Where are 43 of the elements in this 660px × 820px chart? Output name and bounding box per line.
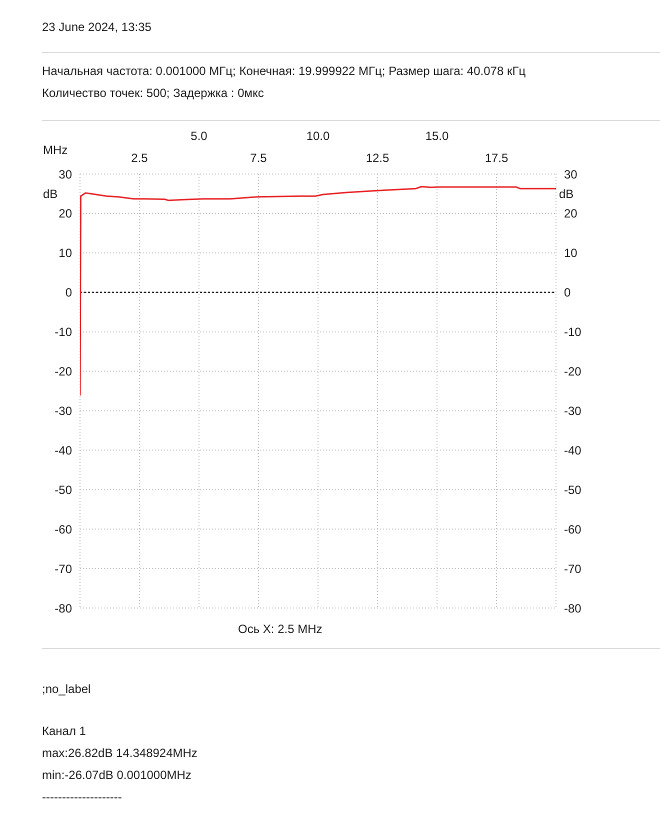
y2-tick-label: -30 [564,404,582,418]
y-axis-title: dB [43,187,58,201]
text: min:-26.07dB 0.001000MHz [42,768,192,782]
y-tick-label: -10 [54,325,72,340]
chart-title: 23 June 2024, 13:35 [42,20,152,34]
x-tick-label: 12.5 [366,151,390,165]
x2-tick-label: 15.0 [425,129,449,143]
y2-tick-label: -70 [564,562,582,576]
y2-axis-title: dB [559,187,574,201]
y2-tick-label: 20 [564,206,578,221]
chart-subtitle: Начальная частота: 0.001000 МГц; Конечная: 19.999922 МГц; Размер шага: 40.078 кГц Количество точек: 500; Задержка : 0мкс [42,64,526,100]
y-tick-label: 20 [58,206,72,221]
y2-tick-label: 30 [564,167,578,182]
y-tick-label: -60 [54,522,72,536]
x2-tick-label: 10.0 [306,129,330,143]
text: Канал 1 [42,724,86,738]
y-tick-label: -30 [54,404,72,418]
y2-tick-label: -20 [564,364,582,379]
x-tick-label: 17.5 [484,151,508,165]
y2-tick-label: -60 [564,522,582,536]
x-tick-label: 2.5 [131,151,148,165]
y2-tick-label: 10 [564,246,578,260]
y2-tick-label: 0 [564,286,571,300]
y-tick-label: -80 [54,601,72,616]
x2-tick-label: 5.0 [190,129,208,143]
y-tick-label: -20 [54,364,72,379]
text: Ось X: 2.5 MHz [238,622,322,636]
text: max:26.82dB 14.348924MHz [42,746,198,760]
y2-tick-label: -10 [564,325,582,340]
y-tick-label: 10 [58,246,72,260]
y-tick-label: 30 [58,167,72,182]
y-tick-label: -40 [54,443,72,458]
text: ;no_label [42,682,91,696]
x-axis-title: MHz [43,143,68,157]
y-tick-label: -50 [54,482,72,497]
text: -------------------- [42,790,122,804]
y-tick-label: -70 [54,562,72,576]
line-series [80,186,556,396]
x-tick-label: 7.5 [250,151,268,165]
y2-tick-label: -50 [564,482,582,497]
y2-tick-label: -80 [564,601,582,616]
y-tick-label: 0 [65,286,72,300]
y2-tick-label: -40 [564,443,582,458]
